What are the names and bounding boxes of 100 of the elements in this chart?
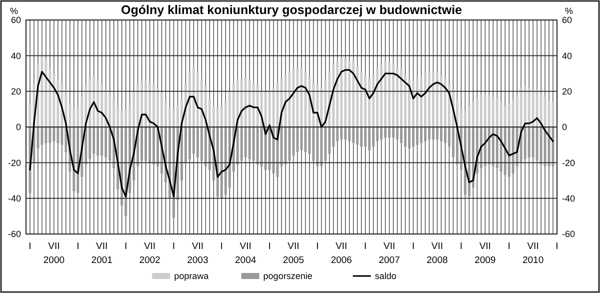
bar (392, 127, 395, 138)
y2-tick-label: -60 (562, 229, 576, 240)
bar (48, 127, 52, 144)
y2-tick-label: 40 (562, 50, 572, 61)
x-tick-label: I (316, 241, 319, 252)
bar (148, 127, 152, 163)
bar (432, 72, 434, 127)
bar (384, 61, 387, 127)
bar (400, 70, 403, 127)
bar (40, 127, 44, 145)
bar (272, 127, 275, 174)
bar (396, 127, 399, 140)
y2-tick-label: 60 (562, 15, 572, 26)
bar (124, 109, 128, 127)
bar (240, 78, 243, 127)
bar (492, 127, 494, 166)
bar (520, 88, 522, 127)
bar (252, 127, 255, 161)
bar (508, 127, 510, 177)
bar (364, 75, 367, 127)
bar (416, 127, 418, 145)
x-tick-label: I (28, 241, 32, 252)
bar (544, 96, 546, 127)
bar (316, 127, 319, 166)
bar (224, 127, 227, 195)
bar (276, 82, 279, 127)
bar (476, 98, 478, 127)
bar (472, 102, 474, 127)
bar (152, 84, 155, 127)
bar (40, 56, 44, 127)
bar (192, 66, 195, 127)
bar (500, 102, 502, 127)
bar (196, 127, 199, 158)
bar (340, 127, 343, 140)
bar (216, 127, 219, 197)
chart-title: Ogólny klimat koniunktury gospodarczej w budownictwie (120, 3, 462, 17)
bar (240, 127, 243, 161)
y2-tick-label: -40 (562, 193, 576, 204)
bar (512, 127, 514, 174)
bar (444, 127, 446, 144)
bar (100, 84, 104, 127)
bar (484, 127, 486, 166)
bar (264, 91, 267, 127)
y2-tick-label: 0 (562, 122, 568, 132)
x-tick-label: VII 2008 (426, 241, 448, 266)
y-tick-label: 40 (10, 50, 21, 61)
bar (496, 98, 498, 127)
bar (416, 78, 418, 127)
line-series (29, 69, 554, 198)
bar (300, 68, 303, 127)
bar (96, 127, 100, 156)
bar (252, 82, 255, 127)
x-tick-label: VII 2001 (91, 241, 112, 266)
bar (420, 77, 422, 127)
bar (72, 107, 76, 127)
x-tick-label: VII 2007 (378, 241, 400, 266)
bar (436, 127, 438, 140)
bar (124, 127, 128, 216)
bar (44, 127, 48, 144)
bar (56, 127, 60, 144)
bar (524, 86, 526, 127)
x-tick-label: I (412, 241, 415, 252)
bar (268, 90, 271, 127)
y-tick-label: -60 (8, 229, 21, 240)
bar (136, 84, 140, 127)
bar (432, 127, 434, 140)
bar (424, 127, 426, 142)
bar (388, 62, 391, 127)
bar (100, 127, 104, 156)
bar (256, 86, 259, 127)
bar (348, 61, 351, 127)
bar (404, 127, 407, 147)
x-tick-label: VII 2000 (43, 241, 65, 266)
bar (388, 127, 391, 138)
bar (408, 78, 411, 127)
bar (344, 59, 347, 127)
bar (300, 127, 303, 150)
bar (360, 127, 363, 147)
bar (256, 127, 259, 164)
x-tick-label: VII 2010 (522, 241, 544, 266)
bar (232, 82, 235, 127)
bar (268, 127, 271, 170)
bar (172, 109, 175, 127)
bar (420, 127, 422, 144)
y-axis-title: % (10, 6, 18, 16)
x-tick-label: I (364, 241, 367, 252)
x-tick-label: VII 2002 (139, 241, 160, 266)
bar (484, 94, 486, 127)
bar (496, 127, 498, 168)
bar (488, 127, 490, 164)
bar (528, 127, 530, 158)
bar (536, 90, 538, 127)
bar (156, 88, 159, 127)
bar (52, 127, 56, 142)
y2-axis-title: % (564, 6, 574, 16)
bar (144, 127, 148, 161)
bar (104, 127, 108, 158)
bar (548, 127, 550, 166)
bar (532, 90, 534, 127)
bar (44, 59, 48, 127)
